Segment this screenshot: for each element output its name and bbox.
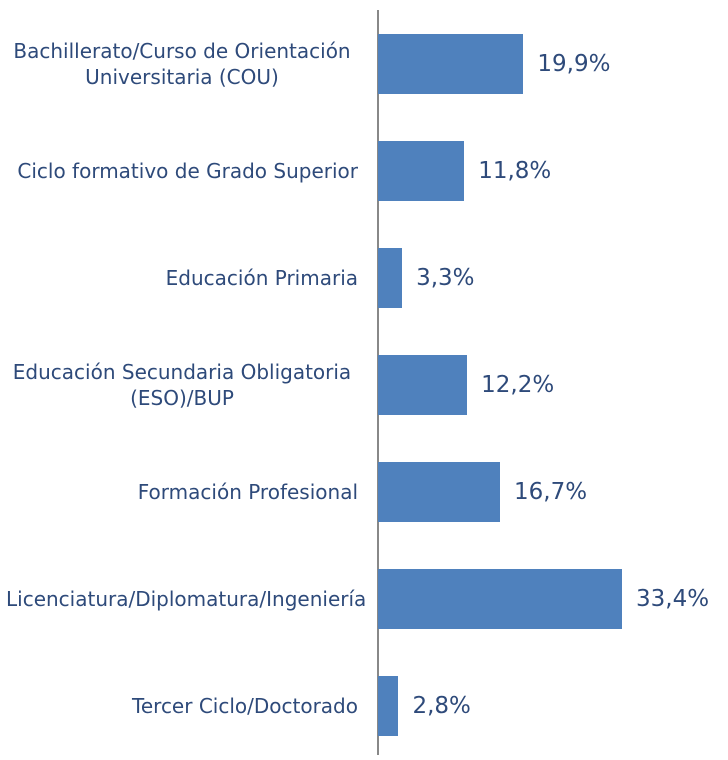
value-label: 3,3% xyxy=(416,265,474,291)
text: Tercer Ciclo/Doctorado xyxy=(132,694,358,718)
text: 19,9% xyxy=(537,51,611,77)
category-label: Bachillerato/Curso de Orientación Univer… xyxy=(0,11,358,118)
category-label: Educación Primaria xyxy=(0,225,358,332)
value-label: 12,2% xyxy=(481,372,554,398)
bar xyxy=(378,248,403,308)
text: 3,3% xyxy=(416,265,475,291)
category-label: Licenciatura/Diplomatura/Ingeniería xyxy=(0,546,367,653)
text: 2,8% xyxy=(412,693,471,719)
axis-line xyxy=(377,10,379,755)
value-label: 33,4% xyxy=(636,586,709,612)
text: Educación Secundaria Obligatoria (ESO)/B… xyxy=(12,360,352,410)
value-label: 19,9% xyxy=(537,51,610,77)
category-label: Formación Profesional xyxy=(0,439,358,546)
category-label: Ciclo formativo de Grado Superior xyxy=(0,118,358,225)
text: Formación Profesional xyxy=(137,480,358,504)
bar xyxy=(378,462,500,522)
bar xyxy=(378,676,399,736)
value-label: 16,7% xyxy=(514,479,587,505)
category-label: Tercer Ciclo/Doctorado xyxy=(0,653,358,760)
text: Educación Primaria xyxy=(165,266,358,290)
value-label: 2,8% xyxy=(412,693,470,719)
text: 11,8% xyxy=(478,158,552,184)
text: Licenciatura/Diplomatura/Ingeniería xyxy=(6,587,367,611)
category-label: Educación Secundaria Obligatoria (ESO)/B… xyxy=(0,332,358,439)
text: 33,4% xyxy=(636,586,710,612)
bar xyxy=(378,355,468,415)
text: Bachillerato/Curso de Orientación Univer… xyxy=(13,39,351,89)
text: 16,7% xyxy=(514,479,588,505)
text: 12,2% xyxy=(481,372,555,398)
bar xyxy=(378,141,465,201)
bar xyxy=(378,34,524,94)
bar xyxy=(378,569,622,629)
value-label: 11,8% xyxy=(478,158,551,184)
text: Ciclo formativo de Grado Superior xyxy=(17,159,358,183)
